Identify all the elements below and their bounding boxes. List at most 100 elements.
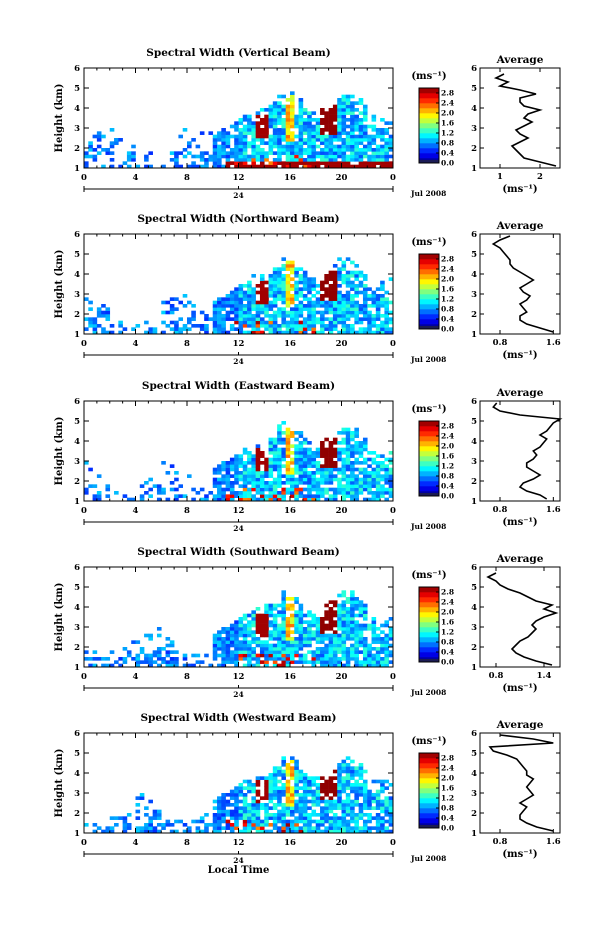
heatmap-cell <box>324 799 329 804</box>
x-tick-label: 20 <box>336 506 348 516</box>
heatmap-cell <box>290 759 295 764</box>
heatmap-cell <box>328 823 334 827</box>
heatmap-cell <box>238 304 244 308</box>
heatmap-cell <box>161 657 166 661</box>
heatmap-cell <box>221 297 226 301</box>
heatmap-cell <box>302 773 308 777</box>
heatmap-cell <box>294 121 299 125</box>
heatmap-cell <box>320 471 325 475</box>
heatmap-cell <box>320 799 325 804</box>
heatmap-cell <box>251 297 256 301</box>
heatmap-cell <box>362 297 368 301</box>
heatmap-cell <box>388 144 394 149</box>
heatmap-cell <box>358 826 364 830</box>
heatmap-cell <box>217 829 222 834</box>
colorbar-segment <box>419 793 439 799</box>
heatmap-cell <box>328 158 334 162</box>
heatmap-cell <box>371 320 377 325</box>
heatmap-cell <box>298 451 304 455</box>
heatmap-cell <box>328 121 334 125</box>
heatmap-cell <box>302 161 308 165</box>
x-tick-label: 12 <box>233 506 245 516</box>
heatmap-cell <box>354 829 359 834</box>
heatmap-cell <box>251 141 256 145</box>
heatmap-cell <box>320 663 325 668</box>
heatmap-cell <box>315 467 321 472</box>
heatmap-cell <box>337 300 342 305</box>
heatmap-cell <box>354 330 359 335</box>
heatmap-cell <box>337 118 342 122</box>
y-tick-label: 6 <box>74 64 80 74</box>
heatmap-cell <box>109 663 115 668</box>
heatmap-cell <box>221 643 226 648</box>
heatmap-cell <box>238 474 244 478</box>
heatmap-cell <box>324 128 329 132</box>
heatmap-cell <box>139 793 145 797</box>
heatmap-cell <box>268 304 274 308</box>
heatmap-cell <box>229 461 235 465</box>
heatmap-cell <box>161 461 166 465</box>
heatmap-cell <box>337 104 342 109</box>
heatmap-cell <box>247 131 252 135</box>
heatmap-cell <box>268 134 274 139</box>
heatmap-cell <box>238 471 244 475</box>
heatmap-cell <box>311 324 317 328</box>
heatmap-cell <box>229 464 235 468</box>
heatmap-cell <box>367 317 372 321</box>
heatmap-cells <box>84 421 394 502</box>
heatmap-cell <box>341 461 347 465</box>
heatmap-cell <box>315 657 321 661</box>
heatmap-cell <box>315 494 321 498</box>
heatmap-cell <box>298 431 304 435</box>
heatmap-cell <box>238 330 244 335</box>
heatmap-cell <box>268 607 274 611</box>
colorbar-segment <box>419 254 439 260</box>
heatmap-cell <box>298 307 304 311</box>
heatmap-cell <box>251 796 256 800</box>
average-y-tick-label: 6 <box>471 563 477 573</box>
heatmap-cell <box>358 128 364 132</box>
heatmap-cell <box>182 494 188 498</box>
heatmap-cell <box>187 317 192 321</box>
heatmap-cell <box>384 660 390 664</box>
heatmap-cell <box>350 304 355 308</box>
heatmap-cell <box>354 633 359 638</box>
heatmap-cell <box>358 141 364 145</box>
heatmap-cell <box>307 131 312 135</box>
heatmap-cell <box>354 434 359 438</box>
heatmap-cell <box>135 796 141 800</box>
heatmap-cell <box>277 431 282 435</box>
heatmap-cell <box>367 813 372 817</box>
average-x-tick-label: 0.8 <box>493 338 508 348</box>
heatmap-cell <box>341 310 347 315</box>
heatmap-cell <box>311 134 317 139</box>
heatmap-cell <box>362 663 368 668</box>
colorbar-segment <box>419 274 439 280</box>
heatmap-cell <box>251 290 256 295</box>
heatmap-cell <box>272 617 278 621</box>
heatmap-cell <box>341 620 347 624</box>
heatmap-cell <box>264 627 269 631</box>
heatmap-cell <box>341 131 347 135</box>
heatmap-cell <box>384 128 390 132</box>
heatmap-cell <box>229 823 235 827</box>
heatmap-cell <box>277 467 282 472</box>
heatmap-cell <box>345 447 351 452</box>
heatmap-cell <box>281 610 287 614</box>
heatmap-cell <box>290 491 295 495</box>
heatmap-cell <box>324 809 329 814</box>
heatmap-cell <box>247 307 252 311</box>
heatmap-cell <box>251 314 256 318</box>
heatmap-cell <box>221 653 226 658</box>
heatmap-cell <box>238 617 244 621</box>
panel-title: Spectral Width (Northward Beam) <box>137 213 339 225</box>
heatmap-cell <box>285 148 291 152</box>
heatmap-cell <box>354 623 359 628</box>
average-profile-line <box>488 734 554 832</box>
heatmap-cell <box>350 819 355 824</box>
heatmap-cell <box>285 773 291 777</box>
heatmap-cell <box>380 161 385 165</box>
heatmap-cell <box>328 497 334 502</box>
heatmap-cell <box>238 287 244 291</box>
heatmap-cell <box>345 270 351 275</box>
